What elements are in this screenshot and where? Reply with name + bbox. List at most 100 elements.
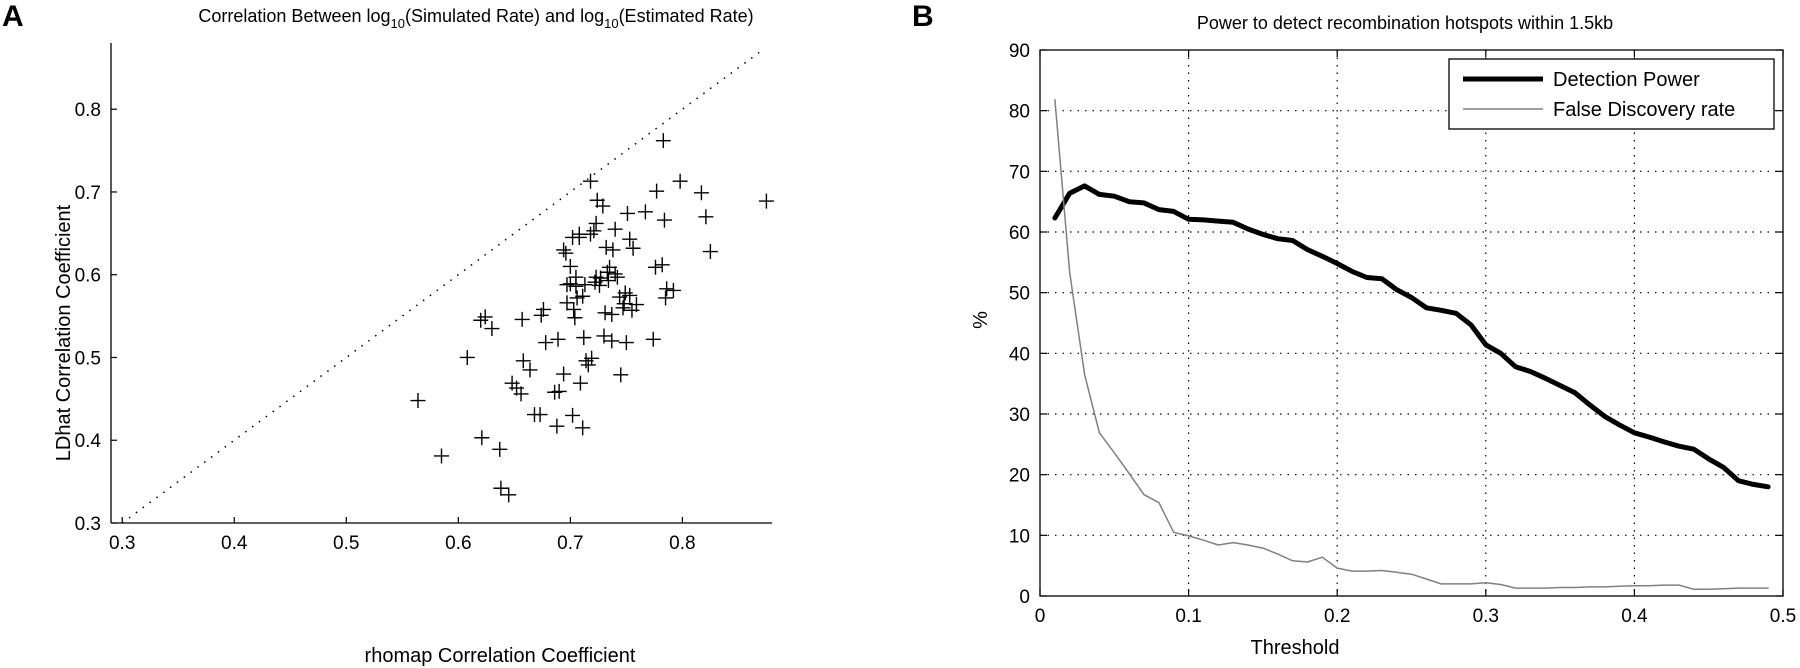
scatter-point	[656, 212, 672, 228]
series-line-detection-power	[1052, 183, 1771, 490]
y-tick-label: 0.7	[75, 183, 101, 204]
scatter-point	[591, 277, 607, 293]
legend-label-detection-power: Detection Power	[1553, 69, 1700, 91]
scatter-point	[568, 269, 584, 285]
x-tick-label: 0.4	[1621, 606, 1648, 627]
scatter-point	[580, 357, 596, 373]
y-tick-label: 80	[1009, 102, 1030, 123]
panel-a-letter: A	[2, 0, 24, 33]
x-tick-label: 0.3	[109, 533, 135, 554]
scatter-point	[562, 258, 578, 274]
scatter-point	[654, 257, 670, 273]
scatter-point	[493, 480, 509, 496]
scatter-point	[492, 441, 508, 457]
x-tick-label: 0.7	[557, 533, 583, 554]
y-tick-label: 10	[1009, 526, 1030, 547]
scatter-point	[607, 221, 623, 237]
scatter-point	[473, 312, 489, 328]
scatter-point	[593, 270, 609, 286]
scatter-point	[434, 448, 449, 464]
scatter-point	[672, 173, 688, 189]
scatter-point	[637, 204, 653, 220]
scatter-point	[622, 231, 638, 247]
scatter-point	[600, 273, 616, 289]
scatter-point	[758, 193, 774, 209]
x-tick-label: 0.5	[1770, 606, 1796, 627]
scatter-point	[556, 242, 572, 258]
scatter-point	[628, 297, 644, 313]
y-tick-label: 20	[1009, 466, 1030, 487]
y-tick-label: 50	[1009, 284, 1030, 305]
panel-b-frame	[1039, 49, 1784, 597]
scatter-point	[558, 245, 574, 261]
scatter-point	[577, 277, 593, 293]
scatter-point	[616, 296, 632, 312]
series-line-false-discovery-rate	[1054, 98, 1769, 591]
x-tick-label: 0.2	[1324, 606, 1350, 627]
x-tick-label: 0.1	[1175, 606, 1201, 627]
y-tick-label: 70	[1009, 162, 1030, 183]
panel-b: B Power to detect recombination hotspots…	[912, 0, 1796, 659]
scatter-point	[615, 300, 631, 316]
panel-a-title: Correlation Between log10(Simulated Rate…	[198, 6, 753, 31]
scatter-point	[532, 407, 548, 423]
panel-b-ylabel: %	[970, 311, 992, 329]
scatter-point	[559, 295, 575, 311]
scatter-point	[515, 353, 531, 369]
scatter-point	[658, 290, 674, 306]
scatter-point	[584, 350, 600, 366]
scatter-point	[622, 287, 638, 303]
scatter-point	[618, 335, 634, 351]
panel-b-title: Power to detect recombination hotspots w…	[1197, 13, 1613, 33]
scatter-point	[647, 259, 663, 275]
scatter-point	[702, 244, 718, 260]
y-tick-label: 30	[1009, 405, 1030, 426]
scatter-point	[550, 331, 566, 347]
scatter-point	[567, 310, 583, 326]
scatter-point	[693, 185, 709, 201]
scatter-point	[605, 242, 621, 258]
scatter-point	[575, 288, 591, 304]
panel-b-ticks: 0 0.1 0.2 0.3 0.4 0.5 0 10 20 30 40 50 60 70 80 90	[1009, 41, 1796, 627]
scatter-point	[659, 281, 675, 297]
scatter-point	[655, 133, 671, 149]
panel-b-xlabel: Threshold	[1251, 637, 1340, 659]
x-tick-label: 0.5	[333, 533, 359, 554]
y-tick-label: 90	[1009, 41, 1030, 62]
scatter-point	[459, 349, 475, 365]
panel-a-xlabel: rhomap Correlation Coefficient	[365, 645, 636, 667]
scatter-point	[551, 383, 567, 399]
scatter-point	[588, 215, 604, 231]
scatter-point	[575, 420, 591, 436]
panel-a: A Correlation Between log10(Simulated Ra…	[2, 0, 774, 667]
scatter-point	[619, 205, 635, 221]
panel-a-ylabel: LDhat Correlation Coefficient	[53, 204, 75, 461]
scatter-point	[645, 331, 661, 347]
scatter-point	[596, 328, 612, 344]
scatter-point	[604, 306, 620, 322]
scatter-point	[598, 239, 614, 255]
y-tick-label: 0.5	[75, 348, 101, 369]
panel-b-letter: B	[912, 0, 934, 33]
scatter-point	[513, 386, 529, 402]
scatter-point	[559, 277, 575, 293]
scatter-point	[583, 226, 599, 242]
scatter-point	[613, 367, 629, 383]
y-tick-label: 0.4	[75, 431, 102, 452]
y-tick-label: 0.6	[75, 266, 101, 287]
scatter-point	[625, 240, 641, 256]
scatter-point	[604, 333, 620, 349]
scatter-point	[576, 330, 592, 346]
scatter-point	[522, 362, 538, 378]
panel-b-grid	[1040, 50, 1783, 596]
scatter-point	[501, 487, 517, 503]
x-tick-label: 0.8	[669, 533, 695, 554]
panel-a-ticks: 0.3 0.4 0.5 0.6 0.7 0.8 0.3 0.4 0.5 0.6 0.7 0.8	[75, 100, 696, 554]
scatter-point	[533, 307, 549, 323]
legend-box	[1448, 58, 1775, 130]
scatter-point	[566, 301, 582, 317]
scatter-point	[547, 384, 563, 400]
y-tick-label: 0	[1019, 587, 1030, 608]
scatter-point	[565, 407, 581, 423]
